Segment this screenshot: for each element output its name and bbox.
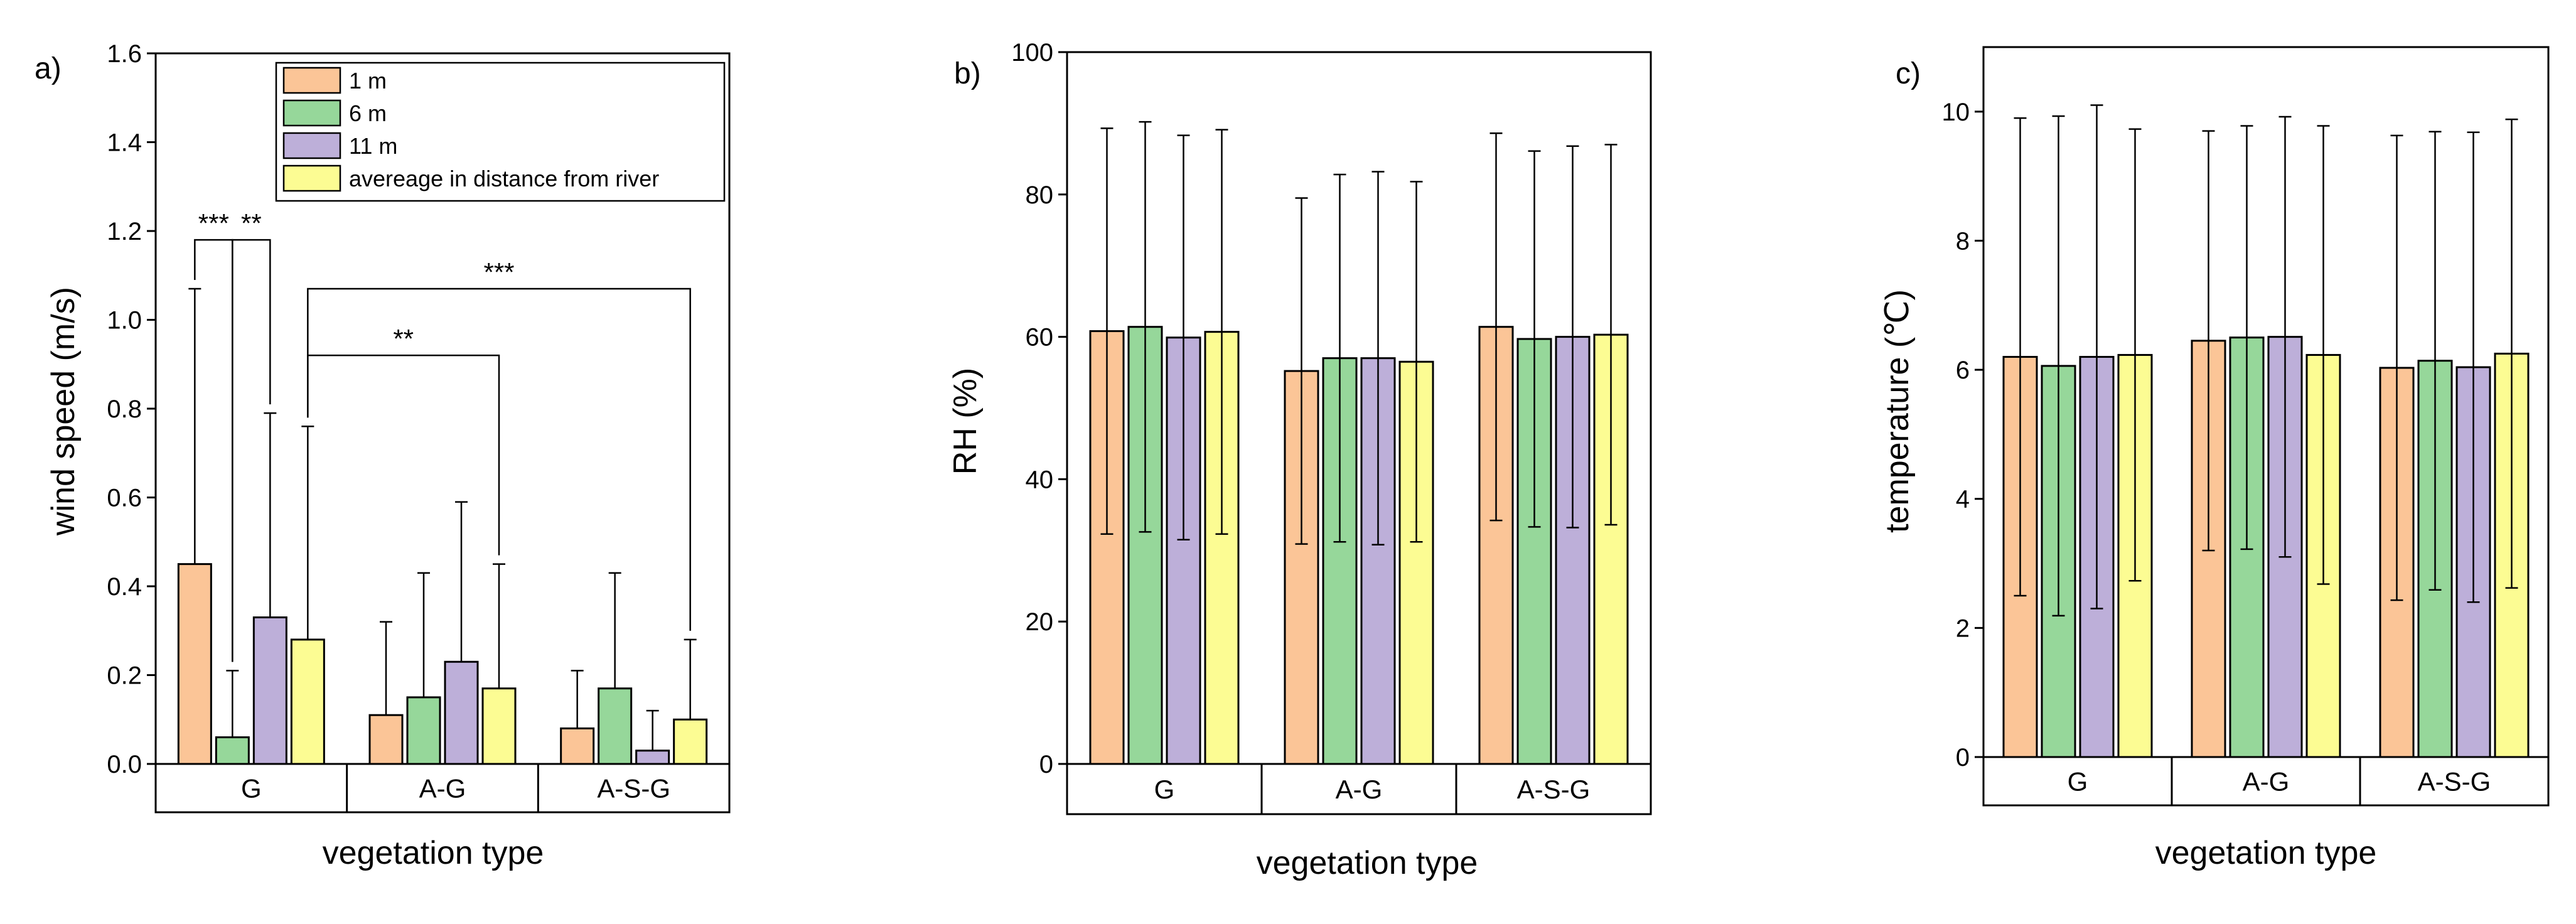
panel-c-label: c) xyxy=(1896,57,1921,90)
bar xyxy=(598,687,633,765)
panel-b-label: b) xyxy=(954,57,981,90)
y-tick-label: 4 xyxy=(1956,486,1970,513)
category-label: A-S-G xyxy=(597,774,670,803)
panel-a-xlabel: vegetation type xyxy=(323,835,544,871)
legend-label-11m: 11 m xyxy=(349,133,397,159)
y-tick-label: 1.6 xyxy=(107,40,142,68)
bar xyxy=(635,749,670,765)
category-band xyxy=(1066,763,1652,815)
bar xyxy=(1593,333,1629,765)
category-label: A-S-G xyxy=(1517,775,1591,804)
y-tick-label: 2 xyxy=(1956,615,1970,642)
significance-bracket xyxy=(232,239,271,662)
y-tick-label: 8 xyxy=(1956,227,1970,255)
y-tick-label: 100 xyxy=(1011,39,1053,67)
panel-b: b) RH (%) vegetation type 0 20 40 60 80 100 G A… xyxy=(947,39,1652,881)
y-tick-label: 10 xyxy=(1942,99,1970,126)
category-band xyxy=(1982,756,2550,807)
y-tick-label: 20 xyxy=(1026,608,1054,636)
panel-a-label: a) xyxy=(35,52,62,85)
bar xyxy=(215,736,250,765)
legend-swatch-6m xyxy=(282,99,341,127)
y-tick-label: 1.4 xyxy=(107,129,142,157)
category-label: A-S-G xyxy=(2418,767,2491,797)
y-tick-label: 80 xyxy=(1026,181,1054,209)
panel-b-ylabel: RH (%) xyxy=(947,368,984,475)
legend-swatch-average xyxy=(282,164,341,192)
y-tick-label: 0 xyxy=(1039,751,1053,778)
legend-label-1m: 1 m xyxy=(349,68,387,94)
y-tick-label: 0.8 xyxy=(107,395,142,423)
legend-label-average: avereage in distance from river xyxy=(349,166,659,191)
bar xyxy=(406,696,441,765)
bar xyxy=(673,718,708,765)
significance-bracket xyxy=(307,354,500,556)
panel-a-ylabel: wind speed (m/s) xyxy=(45,287,82,536)
category-label: G xyxy=(2068,767,2088,797)
y-tick-label: 0.6 xyxy=(107,485,142,512)
category-label: G xyxy=(1154,775,1175,804)
y-tick-label: 40 xyxy=(1026,466,1054,493)
bar xyxy=(444,660,479,765)
significance-label: *** xyxy=(198,208,229,238)
significance-label: ** xyxy=(241,208,262,238)
y-tick-label: 0.4 xyxy=(107,573,142,601)
y-tick-label: 1.0 xyxy=(107,307,142,335)
bar xyxy=(177,563,212,765)
y-tick-label: 60 xyxy=(1026,324,1054,352)
legend-swatch-1m xyxy=(282,67,341,94)
significance-bracket xyxy=(307,287,691,631)
panel-a: a) wind speed (m/s) vegetation type 0.0 0… xyxy=(35,40,731,871)
category-label: A-G xyxy=(1336,775,1383,804)
significance-label: *** xyxy=(483,257,514,287)
category-label: G xyxy=(241,774,262,803)
legend-swatch-11m xyxy=(282,132,341,159)
bar xyxy=(560,727,595,765)
panel-c-ylabel: temperature (℃) xyxy=(1879,289,1916,533)
category-band xyxy=(154,763,731,814)
y-tick-label: 6 xyxy=(1956,357,1970,384)
bar xyxy=(481,687,517,765)
bar xyxy=(368,714,404,765)
significance-label: ** xyxy=(393,324,414,353)
category-label: A-G xyxy=(419,774,466,803)
legend: 1 m 6 m 11 m avereage in distance from r… xyxy=(275,62,726,202)
panel-c: c) temperature (℃) vegetation type 0 2 4 6 8… xyxy=(1879,46,2550,871)
panel-c-xlabel: vegetation type xyxy=(2155,835,2377,871)
category-label: A-G xyxy=(2243,767,2290,797)
legend-label-6m: 6 m xyxy=(349,100,387,126)
bar xyxy=(290,638,325,765)
bar xyxy=(252,616,287,765)
panel-b-xlabel: vegetation type xyxy=(1257,845,1478,881)
y-tick-label: 0 xyxy=(1956,744,1970,771)
y-tick-label: 1.2 xyxy=(107,218,142,245)
y-tick-label: 0.2 xyxy=(107,662,142,690)
y-tick-label: 0.0 xyxy=(107,751,142,778)
